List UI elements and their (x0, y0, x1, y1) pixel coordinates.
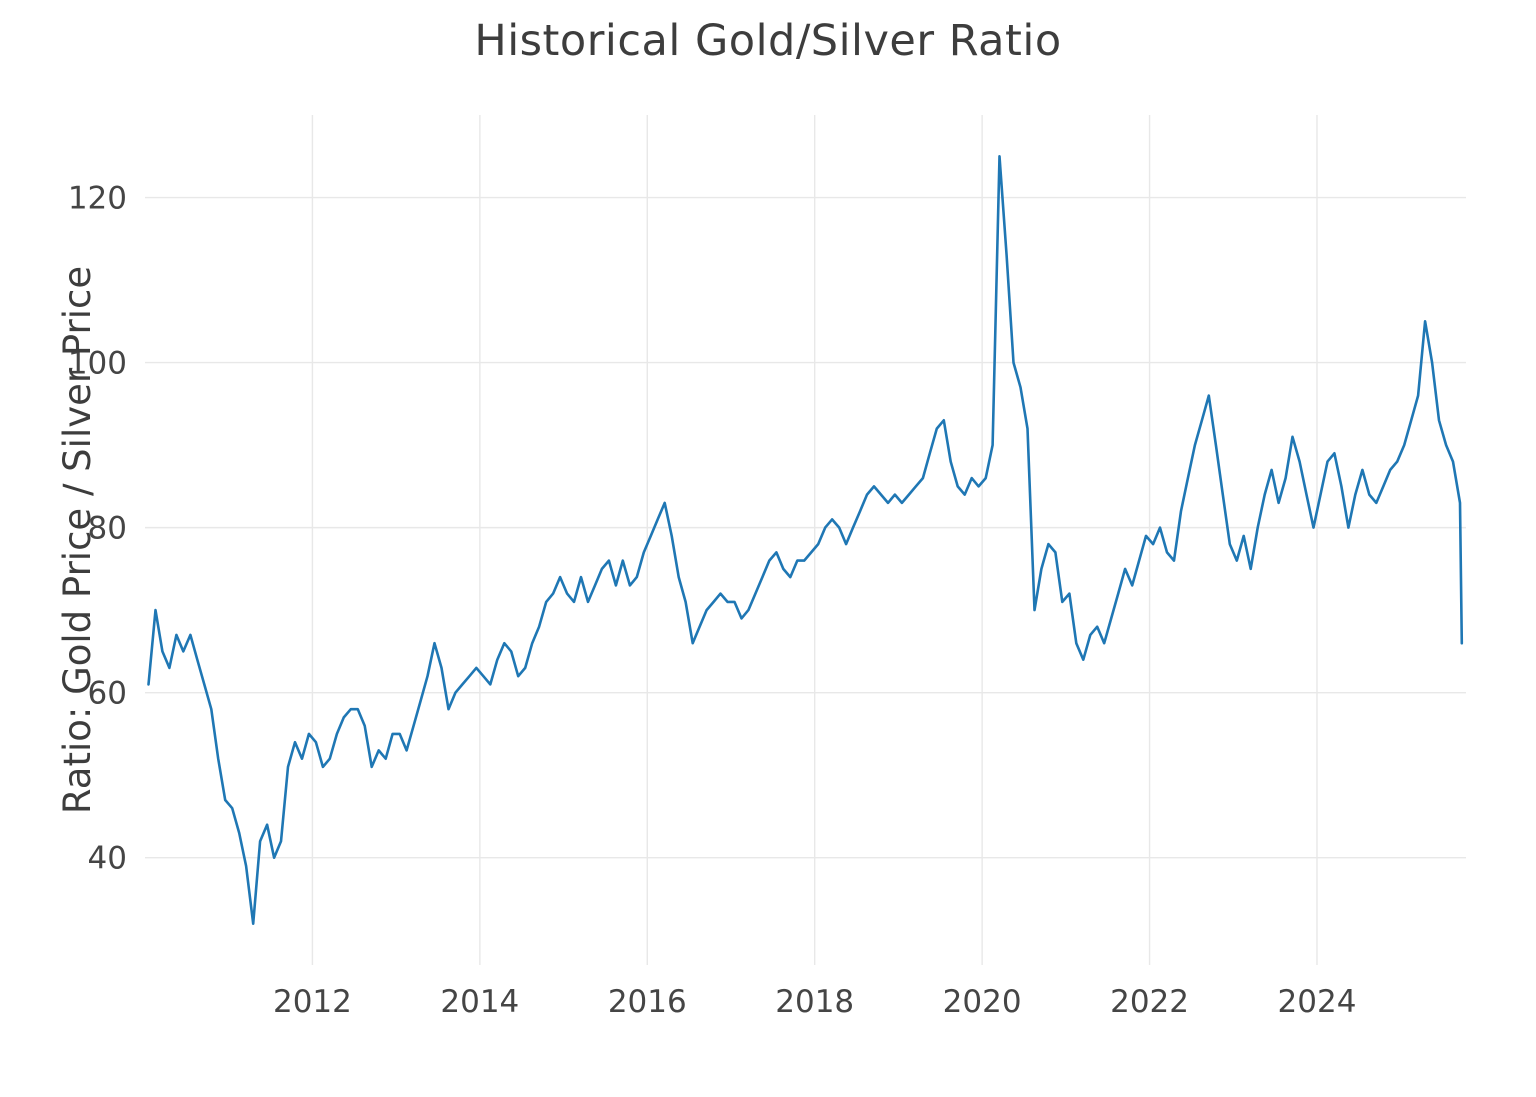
y-tick-label: 120 (68, 181, 127, 217)
y-tick-label: 80 (88, 511, 127, 547)
y-axis-label: Ratio: Gold Price / Silver Price (56, 265, 99, 815)
y-tick-label: 60 (88, 676, 127, 712)
x-tick-label: 2012 (273, 984, 352, 1020)
y-tick-label: 100 (68, 346, 127, 382)
x-tick-label: 2014 (440, 984, 519, 1020)
chart-title: Historical Gold/Silver Ratio (474, 16, 1062, 66)
x-tick-label: 2018 (775, 984, 854, 1020)
y-tick-label: 40 (88, 841, 127, 877)
x-tick-label: 2024 (1278, 984, 1357, 1020)
x-tick-label: 2016 (608, 984, 687, 1020)
x-tick-label: 2020 (943, 984, 1022, 1020)
x-tick-label: 2022 (1110, 984, 1189, 1020)
ratio-line (147, 155, 1464, 926)
